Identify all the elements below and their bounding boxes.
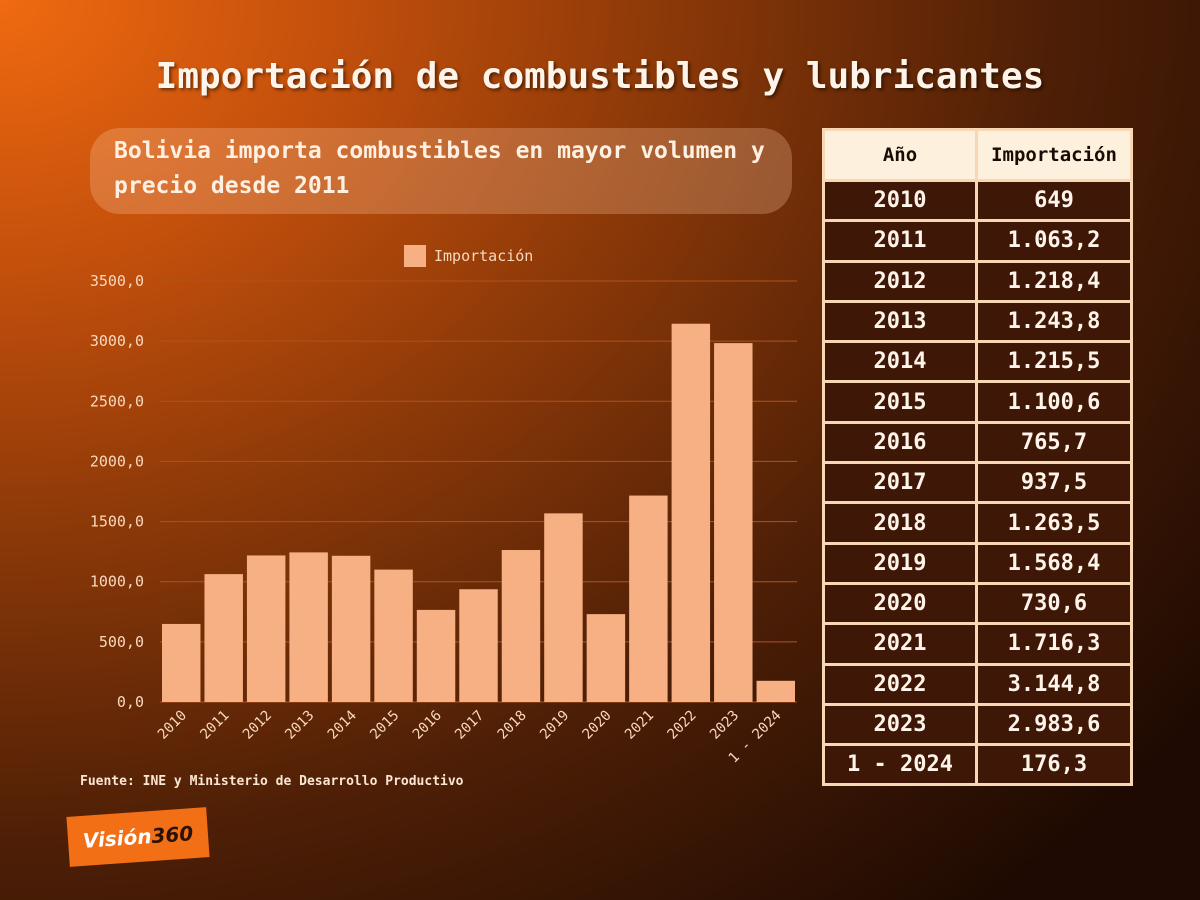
table-row: 2013 1.243,8 xyxy=(825,302,1130,341)
logo-number: 360 xyxy=(150,821,194,849)
year-cell: 2017 xyxy=(825,464,975,502)
table-row: 2010 649 xyxy=(825,182,1130,220)
year-cell: 2020 xyxy=(825,584,975,623)
x-tick-label: 2016 xyxy=(410,708,445,743)
table-row: 2017 937,5 xyxy=(825,464,1130,502)
table-row: 2023 2.983,6 xyxy=(825,705,1130,744)
table-row: 2015 1.100,6 xyxy=(825,383,1130,421)
bar xyxy=(204,574,243,702)
x-tick-label: 2021 xyxy=(622,708,657,743)
table-header: Año xyxy=(825,131,975,179)
year-cell: 2022 xyxy=(825,665,975,703)
y-tick-label: 0,0 xyxy=(117,693,144,711)
x-tick-label: 2011 xyxy=(197,708,232,743)
bar xyxy=(374,569,413,702)
table-row: 2022 3.144,8 xyxy=(825,665,1130,703)
year-cell: 2018 xyxy=(825,504,975,542)
legend-swatch xyxy=(404,245,426,267)
bar xyxy=(544,513,583,702)
x-tick-label: 2014 xyxy=(325,708,360,743)
table-row: 2014 1.215,5 xyxy=(825,343,1130,381)
table-row: 2020 730,6 xyxy=(825,584,1130,623)
x-tick-label: 2013 xyxy=(282,708,317,743)
x-tick-label: 2015 xyxy=(367,708,402,743)
bar xyxy=(289,552,328,702)
import-cell: 1.263,5 xyxy=(978,504,1130,542)
x-tick-label: 2017 xyxy=(452,708,487,743)
year-cell: 2021 xyxy=(825,625,975,663)
bar xyxy=(756,680,795,702)
table-row: 1 - 2024 176,3 xyxy=(825,746,1130,784)
chart-legend: Importación xyxy=(404,245,533,267)
x-tick-label: 2019 xyxy=(537,708,572,743)
legend-label: Importación xyxy=(434,247,534,265)
x-tick-label: 2012 xyxy=(240,708,275,743)
import-cell: 176,3 xyxy=(978,746,1130,784)
x-tick-label: 2020 xyxy=(580,708,615,743)
year-cell: 2012 xyxy=(825,262,975,300)
subtitle-box: Bolivia importa combustibles en mayor vo… xyxy=(90,128,792,214)
bar xyxy=(586,614,626,702)
year-cell: 2014 xyxy=(825,343,975,381)
x-tick-label: 2023 xyxy=(707,708,742,743)
year-cell: 2010 xyxy=(825,182,975,220)
import-cell: 1.218,4 xyxy=(978,262,1130,300)
import-cell: 1.716,3 xyxy=(978,625,1130,663)
year-cell: 2013 xyxy=(825,302,975,341)
year-cell: 1 - 2024 xyxy=(825,746,975,784)
y-tick-label: 3500,0 xyxy=(90,272,144,290)
bar xyxy=(459,589,498,702)
import-cell: 765,7 xyxy=(978,423,1130,462)
import-cell: 730,6 xyxy=(978,584,1130,623)
y-tick-label: 1000,0 xyxy=(90,573,144,591)
bar xyxy=(162,623,201,702)
year-cell: 2019 xyxy=(825,544,975,582)
vision360-logo: Visión 360 xyxy=(66,807,210,867)
year-cell: 2015 xyxy=(825,383,975,421)
import-cell: 1.243,8 xyxy=(978,302,1130,341)
y-tick-label: 500,0 xyxy=(99,633,144,651)
bar xyxy=(331,555,371,702)
table-row: 2019 1.568,4 xyxy=(825,544,1130,582)
import-cell: 1.100,6 xyxy=(978,383,1130,421)
table-row: 2012 1.218,4 xyxy=(825,262,1130,300)
table-header: Importación xyxy=(978,131,1130,179)
y-tick-label: 2500,0 xyxy=(90,392,144,410)
table-row: 2021 1.716,3 xyxy=(825,625,1130,663)
import-cell: 937,5 xyxy=(978,464,1130,502)
table-row: 2011 1.063,2 xyxy=(825,222,1130,260)
bar xyxy=(671,323,711,702)
bar xyxy=(246,555,286,702)
bar xyxy=(416,609,456,702)
table-row: 2016 765,7 xyxy=(825,423,1130,462)
year-cell: 2011 xyxy=(825,222,975,260)
import-cell: 2.983,6 xyxy=(978,705,1130,744)
y-tick-label: 3000,0 xyxy=(90,332,144,350)
y-tick-label: 1500,0 xyxy=(90,513,144,531)
table-row: 2018 1.263,5 xyxy=(825,504,1130,542)
bar xyxy=(714,343,753,702)
import-cell: 1.063,2 xyxy=(978,222,1130,260)
x-tick-label: 2018 xyxy=(495,708,530,743)
source-note: Fuente: INE y Ministerio de Desarrollo P… xyxy=(80,774,464,789)
x-tick-label: 2010 xyxy=(155,708,190,743)
bar xyxy=(629,495,668,702)
y-tick-label: 2000,0 xyxy=(90,452,144,470)
x-tick-label: 2022 xyxy=(665,708,700,743)
year-cell: 2016 xyxy=(825,423,975,462)
year-cell: 2023 xyxy=(825,705,975,744)
import-cell: 1.215,5 xyxy=(978,343,1130,381)
import-cell: 1.568,4 xyxy=(978,544,1130,582)
data-table: Año Importación 2010 649 2011 1.063,2 2012 1.21… xyxy=(822,128,1133,787)
logo-text: Visión xyxy=(82,824,153,853)
import-cell: 649 xyxy=(978,182,1130,220)
bar xyxy=(501,550,541,702)
page-title: Importación de combustibles y lubricante… xyxy=(155,56,1045,97)
import-cell: 3.144,8 xyxy=(978,665,1130,703)
